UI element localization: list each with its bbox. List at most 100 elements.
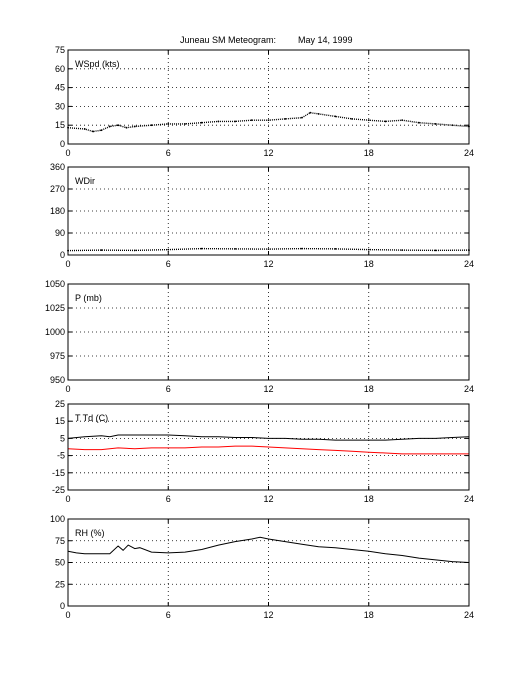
temp-xtick-label: 12 [263, 494, 273, 504]
wdir-ytick-label: 180 [50, 206, 65, 216]
temp-ytick-label: -25 [52, 485, 65, 495]
wdir-panel-label: WDir [75, 176, 95, 186]
temp-xtick-label: 18 [364, 494, 374, 504]
wspd-point [234, 120, 236, 123]
wspd-point [125, 126, 128, 129]
temp-ytick-label: -15 [52, 468, 65, 478]
temp-series-1 [67, 445, 469, 455]
wspd-point [250, 119, 253, 122]
wspd-point [351, 118, 353, 120]
wspd-point [217, 120, 220, 123]
wspd-point [133, 125, 136, 128]
wdir-ytick-label: 360 [50, 162, 65, 172]
wdir-point [301, 247, 303, 250]
rh-series-0 [67, 536, 470, 563]
panel-rh: 0 6 12 18 24 0 25 50 75 100 RH (%) [50, 514, 474, 620]
wspd-xtick-label: 24 [464, 148, 474, 158]
wspd-point [317, 113, 320, 115]
wdir-point [167, 248, 170, 251]
pres-ytick-label: 1025 [45, 303, 65, 313]
wspd-ytick-label: 30 [55, 101, 65, 111]
wdir-point [267, 248, 270, 251]
panel-pres: 0 6 12 18 24 950 975 1000 1025 1050 P (mb) [45, 279, 474, 394]
wspd-point [100, 129, 103, 132]
pres-ytick-label: 950 [50, 375, 65, 385]
rh-xtick-label: 18 [364, 610, 374, 620]
wdir-xtick-label: 6 [166, 259, 171, 269]
temp-xtick-label: 0 [65, 494, 70, 504]
panel-temp: 0 6 12 18 24 -25 -15 -5 5 15 25 T Td (C) [52, 399, 474, 504]
rh-ytick-label: 25 [55, 579, 65, 589]
wspd-point [83, 128, 86, 130]
wdir-point [100, 249, 103, 252]
temp-ytick-label: 15 [55, 416, 65, 426]
temp-ytick-label: 25 [55, 399, 65, 409]
wspd-xtick-label: 0 [65, 148, 70, 158]
wspd-point [301, 116, 303, 119]
wspd-plot-area [68, 50, 469, 144]
wspd-xtick-label: 18 [364, 148, 374, 158]
wdir-point [200, 247, 203, 250]
wspd-ytick-label: 75 [55, 45, 65, 55]
wdir-xtick-label: 12 [263, 259, 273, 269]
wspd-point [267, 119, 270, 122]
wspd-point [309, 111, 312, 114]
wspd-ytick-label: 60 [55, 64, 65, 74]
wdir-point [401, 249, 404, 252]
wspd-ytick-label: 0 [60, 139, 65, 149]
wspd-point [367, 119, 370, 122]
pres-xtick-label: 12 [263, 384, 273, 394]
wdir-point [334, 247, 337, 250]
wdir-point [234, 247, 236, 250]
wspd-point [184, 123, 186, 125]
wspd-point [451, 124, 454, 127]
rh-xtick-label: 0 [65, 610, 70, 620]
wdir-ytick-label: 0 [60, 250, 65, 260]
wspd-point [401, 119, 404, 122]
pres-xtick-label: 18 [364, 384, 374, 394]
rh-ytick-label: 0 [60, 601, 65, 611]
pres-ytick-label: 1050 [45, 279, 65, 289]
panel-wspd: 0 6 12 18 24 0 15 30 45 60 75 WSpd (kts) [55, 45, 474, 158]
wspd-point [167, 123, 170, 125]
pres-panel-label: P (mb) [75, 293, 102, 303]
figure-title: Juneau SM Meteogram: [180, 35, 276, 45]
rh-ytick-label: 75 [55, 536, 65, 546]
wspd-xtick-label: 6 [166, 148, 171, 158]
wdir-ytick-label: 90 [55, 228, 65, 238]
wspd-point [417, 121, 420, 124]
temp-xtick-label: 6 [166, 494, 171, 504]
temp-ytick-label: -5 [57, 451, 65, 461]
pres-xtick-label: 0 [65, 384, 70, 394]
temp-xtick-label: 24 [464, 494, 474, 504]
temp-series-0 [67, 434, 470, 441]
rh-xtick-label: 12 [263, 610, 273, 620]
rh-panel-label: RH (%) [75, 528, 105, 538]
rh-ytick-label: 50 [55, 558, 65, 568]
wdir-xtick-label: 24 [464, 259, 474, 269]
wspd-point [150, 124, 153, 127]
wspd-point [284, 118, 287, 120]
rh-xtick-label: 6 [166, 610, 171, 620]
pres-xtick-label: 24 [464, 384, 474, 394]
wspd-series-0 [67, 111, 470, 133]
temp-panel-label: T Td (C) [75, 413, 108, 423]
wspd-point [92, 130, 94, 133]
wdir-point [133, 249, 136, 252]
wspd-ytick-label: 15 [55, 120, 65, 130]
wspd-point [434, 123, 437, 125]
wdir-point [434, 249, 437, 252]
pres-ytick-label: 975 [50, 351, 65, 361]
wspd-panel-label: WSpd (kts) [75, 59, 120, 69]
wspd-point [384, 120, 387, 123]
wdir-xtick-label: 0 [65, 259, 70, 269]
wspd-ytick-label: 45 [55, 83, 65, 93]
rh-xtick-label: 24 [464, 610, 474, 620]
wspd-point [117, 124, 120, 127]
wdir-xtick-label: 18 [364, 259, 374, 269]
wdir-point [367, 248, 370, 251]
wspd-xtick-label: 12 [263, 148, 273, 158]
pres-ytick-label: 1000 [45, 327, 65, 337]
